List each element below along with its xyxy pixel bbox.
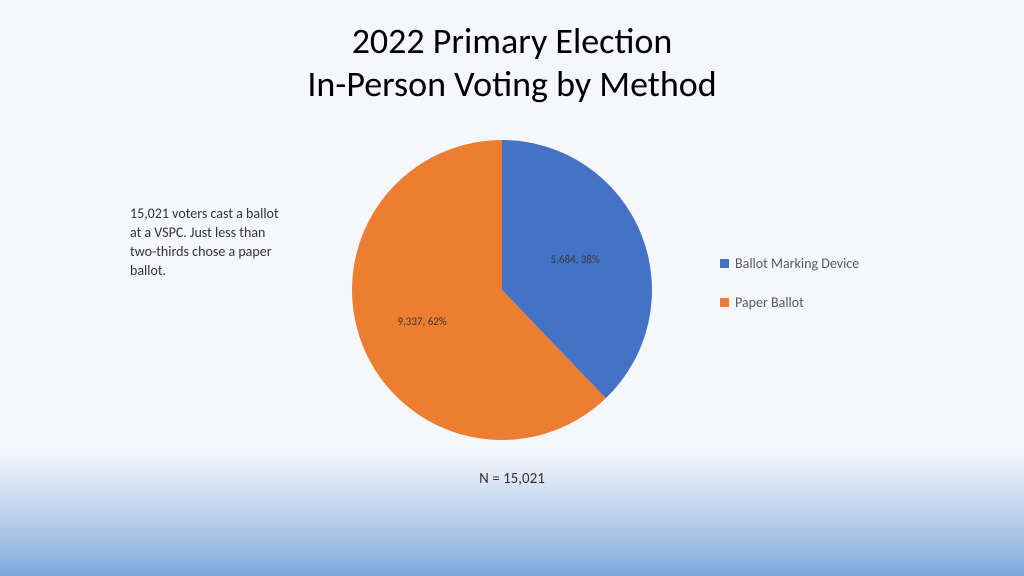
legend-item-1: Paper Ballot (720, 294, 859, 311)
legend-swatch-0 (720, 259, 729, 268)
title-line-1: 2022 Primary Election (0, 20, 1024, 63)
legend-swatch-1 (720, 298, 729, 307)
slice-label-0: 5,684, 38% (551, 253, 600, 266)
legend: Ballot Marking Device Paper Ballot (720, 255, 859, 333)
chart-title: 2022 Primary Election In-Person Voting b… (0, 20, 1024, 106)
legend-label-1: Paper Ballot (735, 294, 804, 311)
title-line-2: In-Person Voting by Method (0, 63, 1024, 106)
pie-svg (352, 140, 652, 440)
slice-label-1: 9,337, 62% (397, 315, 446, 328)
legend-item-0: Ballot Marking Device (720, 255, 859, 272)
legend-label-0: Ballot Marking Device (735, 255, 859, 272)
pie-chart: 5,684, 38% 9,337, 62% (352, 140, 652, 440)
side-caption: 15,021 voters cast a ballot at a VSPC. J… (130, 205, 280, 281)
total-n-label: N = 15,021 (0, 470, 1024, 488)
